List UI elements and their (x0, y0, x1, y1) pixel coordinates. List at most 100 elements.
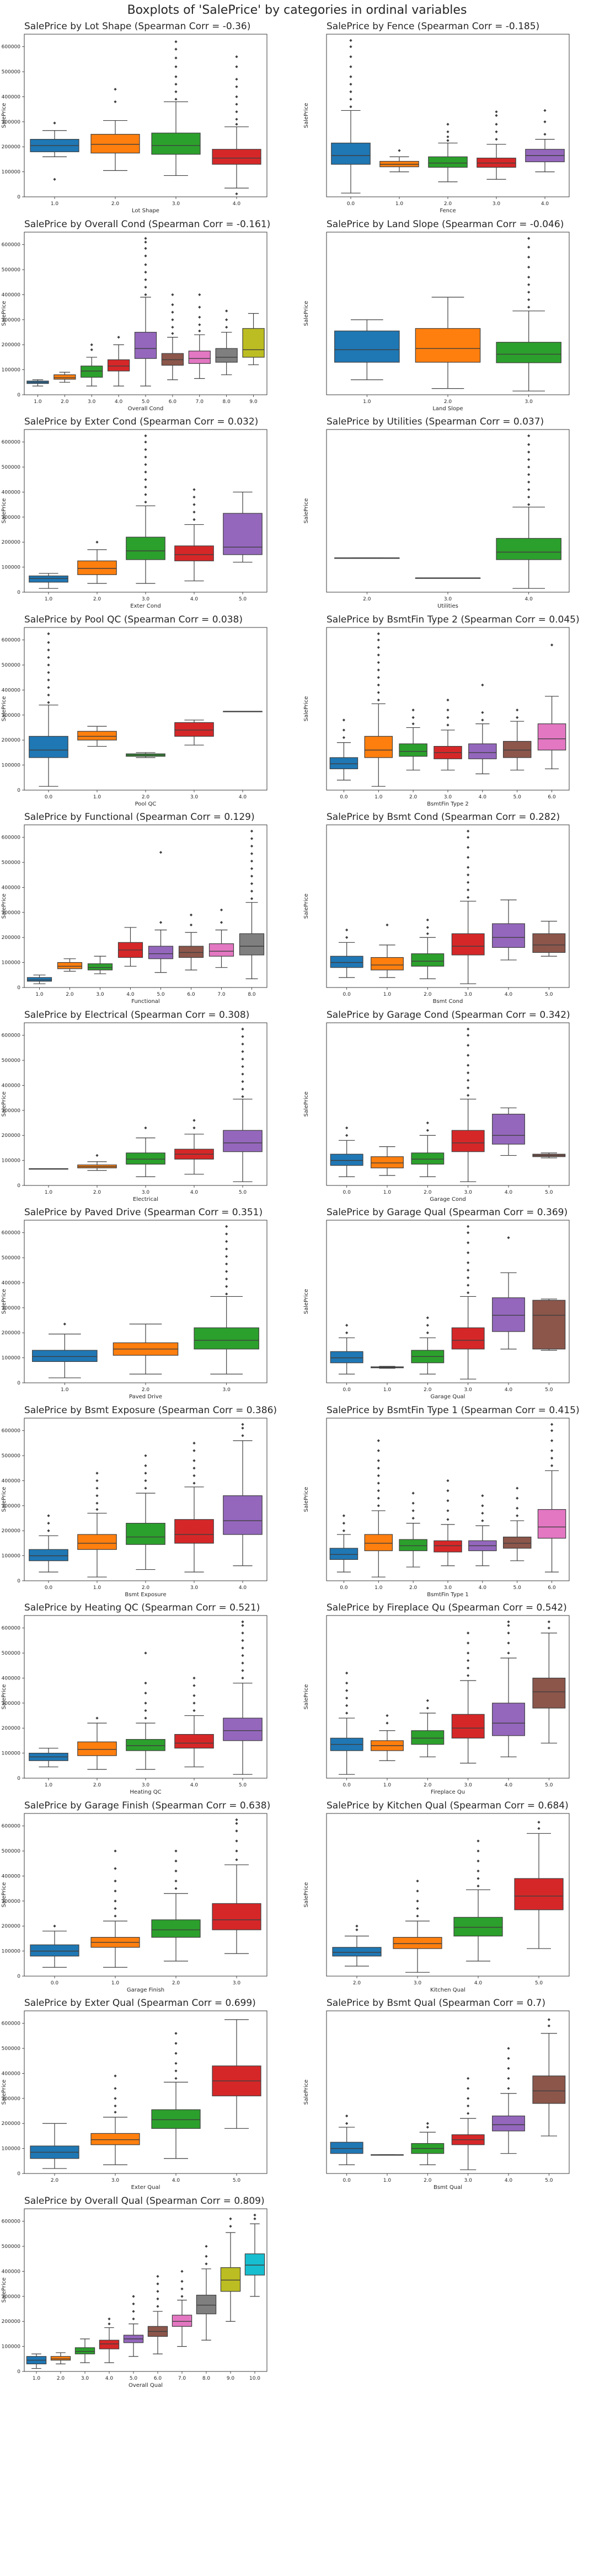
chart-title: SalePrice by Land Slope (Spearman Corr =… (327, 218, 564, 230)
outlier-point (398, 149, 401, 152)
box (532, 2075, 566, 2104)
outlier-point (345, 1324, 349, 1327)
x-tick-label: 3.0 (525, 399, 533, 405)
outlier-point (114, 2097, 117, 2100)
x-tick-label: 2.0 (142, 1585, 150, 1591)
box (212, 1903, 261, 1930)
box (77, 1533, 117, 1550)
box (178, 946, 204, 958)
outlier-point (250, 867, 254, 871)
outlier-point (114, 2104, 117, 2108)
x-tick-label: 3.0 (111, 2178, 120, 2183)
y-tick-label: 100000 (2, 1949, 21, 1954)
chart-svg: 0 100000 200000 300000 400000 500000 600000 Sal… (1, 2010, 267, 2191)
outlier-point (47, 1529, 50, 1532)
chart-panel: SalePrice by Garage Finish (Spearman Cor… (0, 1800, 292, 1996)
outlier-point (550, 1439, 554, 1442)
outlier-point (527, 434, 531, 437)
x-tick-label: 0.0 (343, 992, 351, 997)
x-tick-label: 3.0 (464, 1387, 473, 1393)
outlier-point (95, 1716, 99, 1720)
outlier-point (516, 708, 519, 711)
outlier-point (426, 2122, 429, 2125)
y-tick-label: 300000 (2, 712, 21, 718)
x-tick-label: 5.0 (233, 2178, 241, 2183)
outlier-point (349, 39, 352, 42)
box (215, 347, 238, 363)
x-tick-label: 8.0 (248, 992, 256, 997)
figure-title: Boxplots of 'SalePrice' by categories in… (127, 3, 467, 17)
y-axis-label: SalePrice (303, 2080, 309, 2105)
outlier-point (345, 1331, 349, 1334)
outlier-point (235, 103, 238, 106)
outlier-point (547, 2018, 550, 2021)
y-tick-label: 0 (17, 985, 20, 991)
outlier-point (349, 75, 352, 78)
y-tick-label: 100000 (2, 170, 21, 175)
outlier-point (241, 1027, 244, 1031)
y-tick-label: 0 (17, 195, 20, 200)
x-tick-label: 5.0 (545, 1190, 553, 1195)
outlier-point (225, 325, 228, 329)
outlier-point (386, 1721, 389, 1725)
outlier-point (345, 1134, 349, 1137)
box (29, 1549, 68, 1561)
outlier-point (411, 716, 415, 719)
y-tick-label: 100000 (2, 565, 21, 571)
y-axis-label: SalePrice (1, 1486, 7, 1512)
y-axis-label: SalePrice (303, 696, 309, 721)
outlier-point (241, 1087, 244, 1091)
box (172, 2314, 192, 2327)
outlier-point (192, 1709, 196, 1713)
y-tick-label: 300000 (2, 2294, 21, 2299)
x-tick-label: 2.0 (57, 2376, 65, 2381)
outlier-point (132, 2302, 135, 2305)
y-tick-label: 600000 (2, 242, 21, 248)
outlier-point (446, 1499, 449, 1502)
x-tick-label: 3.0 (223, 1387, 231, 1393)
box (174, 1518, 214, 1544)
chart-panel: SalePrice by Exter Cond (Spearman Corr =… (0, 416, 292, 612)
axes-frame (24, 2010, 267, 2174)
box (174, 1734, 214, 1749)
outlier-point (426, 1121, 429, 1124)
x-tick-label: 6.0 (154, 2376, 162, 2381)
x-tick-label: 1.0 (93, 795, 101, 800)
x-tick-label: 4.0 (505, 1783, 513, 1788)
y-axis-label: SalePrice (303, 1684, 309, 1710)
outlier-point (477, 1839, 480, 1843)
outlier-point (495, 114, 498, 117)
chart-svg: SalePrice 0.0 1.0 2.0 3.0 4.0 5.0 6.0 BsmtFin Ty… (303, 627, 570, 807)
outlier-point (446, 1517, 449, 1521)
x-tick-label: 3.0 (444, 795, 452, 800)
axes-frame (24, 627, 267, 790)
x-tick-label: 4.0 (479, 795, 487, 800)
outlier-point (144, 1716, 147, 1720)
plot-area: 0 100000 200000 300000 400000 500000 600000 Sal… (1, 627, 267, 807)
outlier-point (174, 2052, 178, 2055)
chart-panel: SalePrice by Heating QC (Spearman Corr =… (0, 1602, 292, 1798)
x-tick-label: 2.0 (142, 795, 150, 800)
outlier-point (550, 1429, 554, 1432)
box (188, 350, 211, 364)
outlier-point (174, 1879, 178, 1882)
outlier-point (477, 1859, 480, 1863)
outlier-point (225, 1285, 228, 1288)
outlier-point (467, 1064, 470, 1067)
outlier-point (225, 1232, 228, 1236)
x-tick-label: 3.0 (233, 1981, 241, 1986)
outlier-point (144, 270, 147, 273)
outlier-point (481, 1511, 484, 1515)
chart-svg: 0 100000 200000 300000 400000 500000 600000 Sal… (1, 34, 267, 214)
x-tick-label: 6.0 (187, 992, 195, 997)
chart-svg: SalePrice 0.0 1.0 2.0 3.0 4.0 5.0 Garage Cond (303, 1022, 570, 1203)
outlier-point (47, 685, 50, 689)
outlier-point (225, 1239, 228, 1243)
box (77, 731, 117, 740)
outlier-point (377, 668, 380, 672)
y-tick-label: 300000 (2, 1898, 21, 1904)
plot-area: 0 100000 200000 300000 400000 500000 600000 Sal… (1, 1615, 267, 1795)
outlier-point (241, 1042, 244, 1045)
x-tick-label: 5.0 (157, 992, 165, 997)
